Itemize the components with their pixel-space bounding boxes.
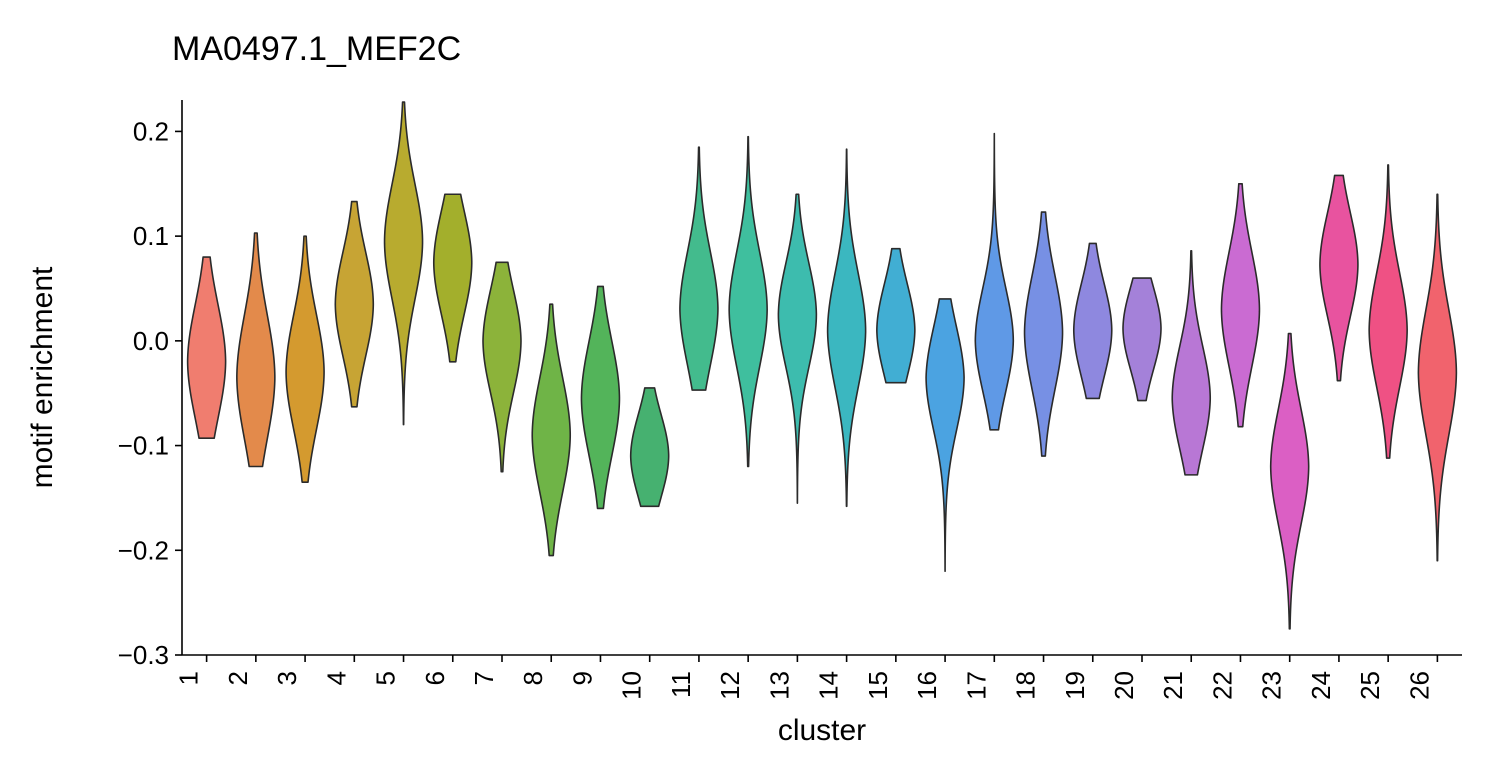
x-tick-label: 12 [715,671,745,700]
x-tick-label: 22 [1207,671,1237,700]
violin [532,304,570,555]
chart-title: MA0497.1_MEF2C [172,30,461,68]
violin-chart: MA0497.1_MEF2C −0.3 −0.2 −0.1 0.0 0.1 0.2 motif… [0,0,1500,770]
violin [1418,194,1456,561]
violin-shape [237,233,275,467]
violin [1123,278,1161,401]
violin [828,149,866,506]
violin [434,194,472,362]
violin-shape [1123,278,1161,401]
violin-shape [926,299,964,571]
x-tick-label: 6 [420,671,450,685]
x-tick-label: 24 [1306,671,1336,700]
violin [1025,212,1063,456]
y-tick-label: −0.3 [118,640,169,670]
x-tick-label: 10 [617,671,647,700]
violin-shape [975,134,1013,430]
y-tick-label: −0.2 [118,535,169,565]
x-tick-label: 26 [1404,671,1434,700]
violin [1271,334,1309,629]
violin-shape [1369,165,1407,458]
violin-shape [680,147,718,390]
y-axis-label: motif enrichment [26,266,59,488]
y-tick-label: 0.1 [133,221,169,251]
x-tick-label: 14 [814,671,844,700]
violin-shape [1025,212,1063,456]
x-tick-label: 1 [174,671,204,685]
y-tick-label: 0.0 [133,326,169,356]
x-tick-label: 2 [223,671,253,685]
violin [385,102,423,425]
chart-svg: MA0497.1_MEF2C −0.3 −0.2 −0.1 0.0 0.1 0.2 motif… [0,0,1500,770]
violin-shape [532,304,570,555]
x-tick-label: 18 [1011,671,1041,700]
violin [1074,243,1112,398]
violin-shape [188,257,226,438]
violin [1172,251,1210,475]
violin-shape [1221,184,1259,427]
x-tick-label: 25 [1355,671,1385,700]
violin-shape [434,194,472,362]
violin [975,134,1013,430]
x-tick-label: 7 [469,671,499,685]
violin-shape [385,102,423,425]
violin [237,233,275,467]
violin-shape [1074,243,1112,398]
x-tick-label: 20 [1109,671,1139,700]
x-tick-label: 4 [321,671,351,685]
violin-shape [286,236,324,482]
x-tick-label: 17 [961,671,991,700]
violin [680,147,718,390]
x-tick-label: 16 [912,671,942,700]
x-tick-label: 9 [567,671,597,685]
x-tick-label: 11 [666,671,696,698]
violin-shape [877,249,915,383]
violin [729,137,767,467]
violin [1221,184,1259,427]
violin [778,194,816,503]
violin-shape [1418,194,1456,561]
x-tick-label: 19 [1060,671,1090,700]
x-tick-label: 23 [1257,671,1287,700]
violin-shape [729,137,767,467]
y-tick-label: 0.2 [133,116,169,146]
violin [926,299,964,571]
violin-shape [631,388,669,506]
violin-shape [483,262,521,471]
violin-shape [1271,334,1309,629]
x-tick-label: 3 [272,671,302,685]
x-tick-label: 13 [764,671,794,700]
x-axis-label: cluster [778,714,866,747]
x-tick-label: 5 [371,671,401,685]
x-tick-label: 8 [518,671,548,685]
violin [1320,175,1358,380]
violin-shape [335,202,373,407]
violin [1369,165,1407,458]
violin-shape [778,194,816,503]
violin [631,388,669,506]
violin [335,202,373,407]
violin-shape [581,286,619,508]
y-tick-label: −0.1 [118,431,169,461]
violin-shape [1320,175,1358,380]
violin [286,236,324,482]
violin [581,286,619,508]
x-tick-label: 21 [1158,671,1188,700]
violin [877,249,915,383]
x-tick-label: 15 [863,671,893,700]
violin [483,262,521,471]
violin-shape [1172,251,1210,475]
violin-shape [828,149,866,506]
violin [188,257,226,438]
